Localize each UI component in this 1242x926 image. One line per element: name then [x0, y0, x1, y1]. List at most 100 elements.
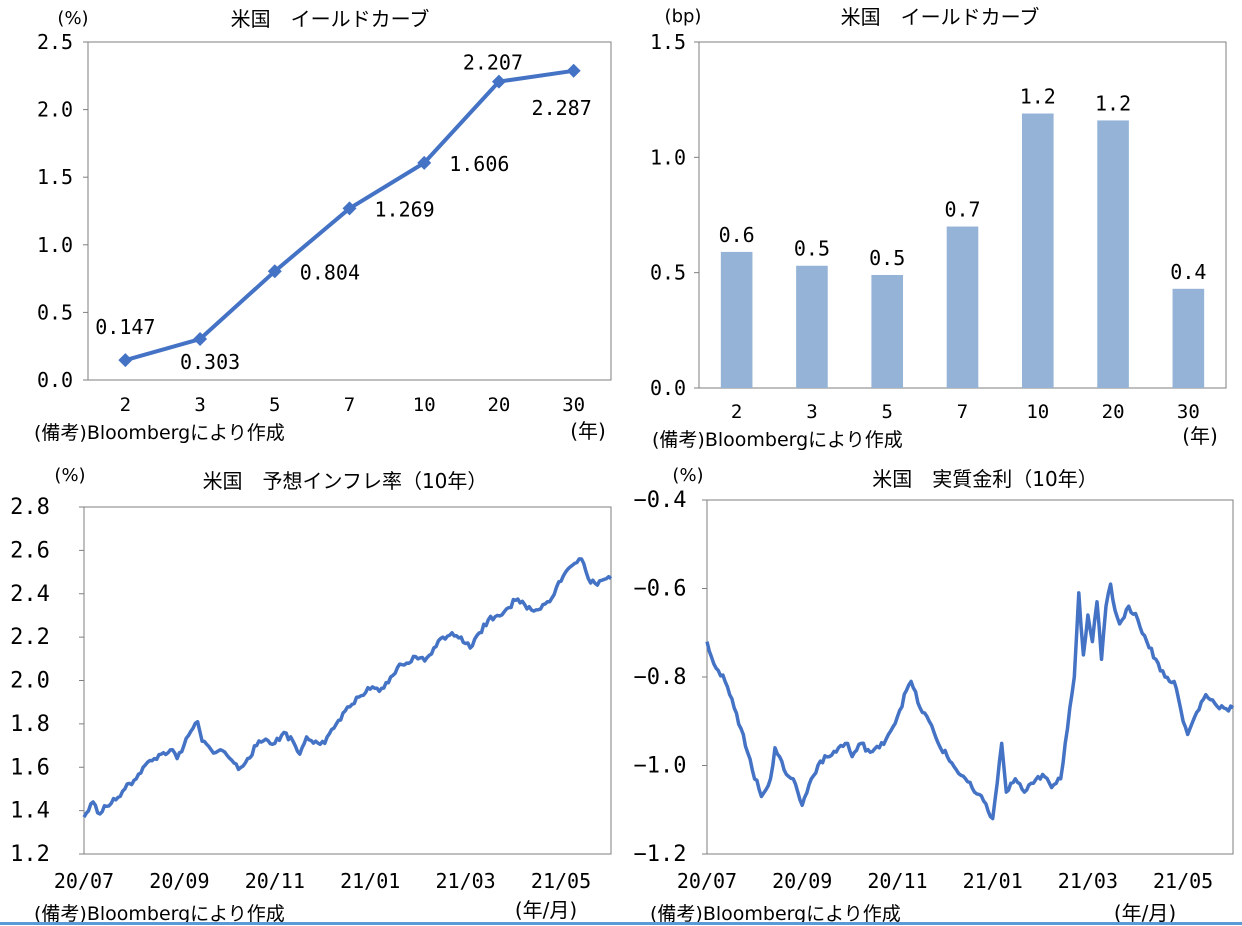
chart2-x-unit: (年): [1182, 424, 1218, 448]
chart4-x-tick-label: 20/11: [867, 869, 927, 893]
chart2-x-tick-label: 20: [1102, 401, 1125, 423]
chart2-note: (備考)Bloombergにより作成: [652, 429, 903, 451]
chart3-plot-area: [83, 506, 612, 855]
chart4-x-tick-label: 20/09: [772, 869, 832, 893]
chart2-data-label: 1.2: [1095, 91, 1131, 115]
chart2-x-tick-label: 3: [806, 401, 817, 423]
chart1-data-label: 2.287: [532, 96, 592, 120]
chart3-x-tick-label: 20/07: [54, 869, 114, 893]
chart2-x-tick-label: 10: [1026, 401, 1049, 423]
chart1-title: 米国 イールドカーブ: [231, 7, 430, 31]
chart3-y-tick-label: 2.2: [10, 625, 50, 650]
chart1-data-label: 2.207: [463, 51, 523, 75]
chart1-y-tick-label: 1.5: [37, 165, 73, 189]
chart1-y-tick-label: 0.0: [37, 368, 73, 392]
chart1-x-tick-label: 3: [194, 394, 205, 416]
chart1-x-tick-label: 5: [269, 394, 280, 416]
chart2-x-tick-label: 7: [957, 401, 968, 423]
chart2-bar: [946, 226, 979, 388]
chart3-x-unit: (年/月): [515, 898, 577, 922]
chart4-y-tick-label: −1.2: [634, 842, 687, 867]
chart1-x-tick-label: 2: [120, 394, 131, 416]
chart2-data-label: 0.7: [944, 198, 980, 222]
chart1-note: (備考)Bloombergにより作成: [34, 422, 285, 444]
chart3-x-tick-label: 21/01: [340, 869, 400, 893]
chart4-x-tick-label: 21/03: [1058, 869, 1118, 893]
chart3-y-tick-label: 2.0: [10, 669, 50, 694]
chart1-data-label: 0.804: [300, 260, 360, 284]
chart2-data-label: 0.5: [869, 246, 905, 270]
chart4-note: (備考)Bloombergにより作成: [650, 903, 901, 925]
chart1-y-tick-label: 2.5: [37, 30, 73, 54]
chart2-y-tick-label: 1.5: [650, 30, 686, 54]
chart1-plot-area: [87, 41, 612, 381]
chart2-data-label: 0.5: [794, 237, 830, 261]
chart1-x-tick-label: 10: [413, 394, 436, 416]
chart3-y-tick-label: 1.4: [10, 799, 50, 824]
chart1-x-tick-label: 7: [344, 394, 355, 416]
chart4-y-tick-label: −0.4: [634, 488, 687, 513]
chart1-x-tick-label: 20: [487, 394, 510, 416]
chart4-x-tick-label: 20/07: [677, 869, 737, 893]
chart1-y-tick-label: 0.5: [37, 300, 73, 324]
chart1-marker: [566, 63, 581, 78]
chart1-marker: [491, 74, 506, 89]
chart1-data-label: 1.606: [449, 152, 509, 176]
chart1-data-label: 0.147: [95, 315, 155, 339]
chart4-plot-area: [706, 499, 1234, 855]
chart2-y-tick-label: 0.0: [650, 376, 686, 400]
chart2-data-label: 1.2: [1020, 85, 1056, 109]
chart3-y-tick-label: 2.6: [10, 538, 50, 563]
chart3-y-tick-label: 1.2: [10, 842, 50, 867]
chart2-bar: [796, 265, 828, 388]
chart1-marker: [267, 264, 282, 279]
chart1-y-tick-label: 2.0: [37, 98, 73, 122]
chart1-unit-label: (%): [57, 8, 88, 29]
chart1-marker: [118, 353, 133, 368]
chart2-bar: [871, 274, 904, 388]
chart4-x-tick-label: 21/05: [1153, 869, 1213, 893]
chart2-x-tick-label: 5: [881, 401, 892, 423]
chart2-bar: [720, 251, 753, 388]
chart2-bar: [1021, 113, 1054, 389]
chart3-x-tick-label: 21/05: [531, 869, 591, 893]
chart4-series-line: [705, 582, 1235, 821]
chart1-marker: [342, 201, 357, 216]
chart3-x-tick-label: 21/03: [436, 869, 496, 893]
chart4-y-tick-label: −0.8: [634, 665, 687, 690]
bottom-rule: [0, 922, 1242, 925]
chart3-y-tick-label: 2.4: [10, 582, 50, 607]
chart2-y-tick-label: 0.5: [650, 261, 686, 285]
chart2-x-tick-label: 30: [1177, 401, 1200, 423]
chart4-y-tick-label: −1.0: [634, 754, 687, 779]
chart4-y-tick-label: −0.6: [634, 577, 687, 602]
chart3-y-tick-label: 1.6: [10, 755, 50, 780]
chart1-series-line: [124, 68, 574, 363]
chart1-marker: [417, 155, 432, 170]
chart2-bar: [1097, 120, 1129, 388]
chart2-x-tick-label: 2: [731, 401, 742, 423]
chart4-unit-label: (%): [672, 465, 703, 486]
chart3-y-tick-label: 1.8: [10, 712, 50, 737]
chart1-y-tick-label: 1.0: [37, 233, 73, 257]
chart3-series-line: [82, 557, 613, 818]
chart1-x-unit: (年): [570, 419, 606, 443]
chart3-x-tick-label: 20/11: [245, 869, 305, 893]
chart2-bar: [1172, 288, 1205, 388]
chart3-y-tick-label: 2.8: [10, 495, 50, 520]
chart3-unit-label: (%): [54, 465, 85, 486]
chart3-title: 米国 予想インフレ率（10年）: [203, 469, 488, 493]
chart1-data-label: 1.269: [375, 197, 435, 221]
chart1-x-tick-label: 30: [562, 394, 585, 416]
chart3-x-tick-label: 20/09: [149, 869, 209, 893]
chart2-unit-label: (bp): [665, 6, 702, 27]
chart4-x-unit: (年/月): [1114, 901, 1176, 925]
chart3-note: (備考)Bloombergにより作成: [34, 903, 285, 925]
chart2-data-label: 0.4: [1170, 260, 1206, 284]
chart2-y-tick-label: 1.0: [650, 145, 686, 169]
chart2-title: 米国 イールドカーブ: [841, 5, 1040, 29]
chart1-data-label: 0.303: [180, 350, 240, 374]
chart4-title: 米国 実質金利（10年）: [872, 467, 1097, 491]
chart2-data-label: 0.6: [719, 223, 755, 247]
